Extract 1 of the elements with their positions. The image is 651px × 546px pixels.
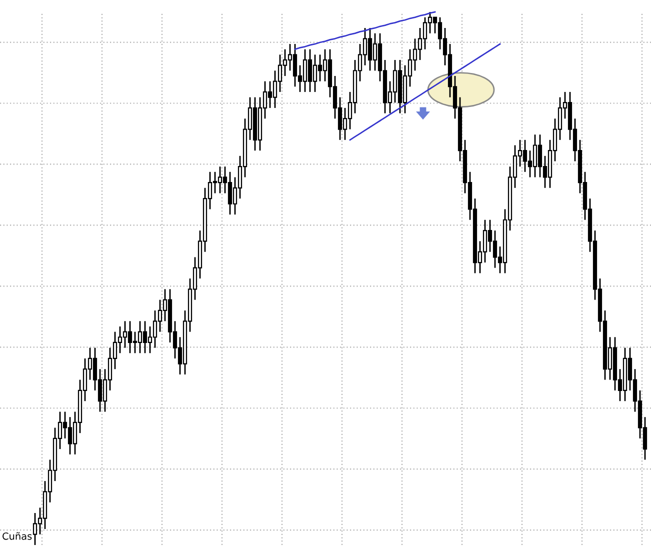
text: Cuñas (2, 532, 32, 540)
